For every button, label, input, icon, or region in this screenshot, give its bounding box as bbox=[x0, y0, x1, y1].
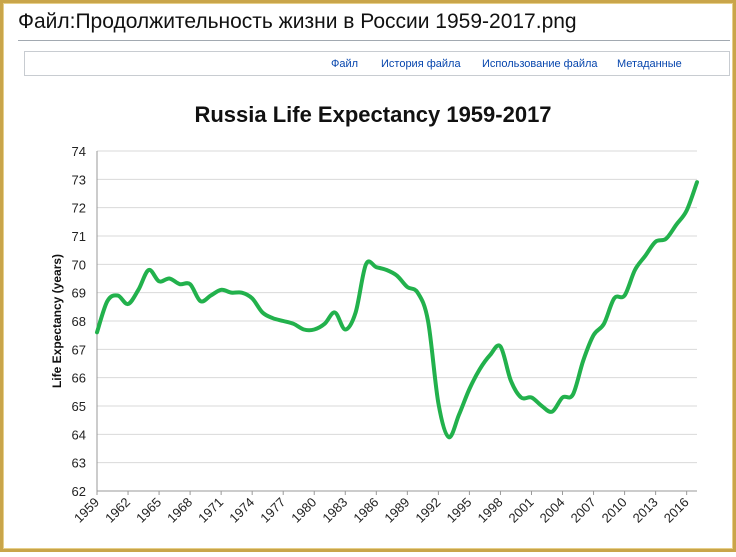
y-tick-label: 68 bbox=[72, 314, 86, 329]
x-tick-label: 2001 bbox=[506, 495, 537, 526]
chart-gridlines bbox=[96, 150, 697, 495]
y-axis-label: Life Expectancy (years) bbox=[50, 254, 64, 388]
y-tick-label: 66 bbox=[72, 371, 86, 386]
x-tick-labels: 1959 1962 1965 1968 1971 1974 1977 1980 1983 1986… bbox=[71, 495, 692, 526]
x-tick-label: 2013 bbox=[630, 495, 661, 526]
tab-file-usage[interactable]: Использование файла bbox=[482, 58, 598, 70]
tab-metadata[interactable]: Метаданные bbox=[617, 58, 682, 70]
page-title: Файл:Продолжительность жизни в России 19… bbox=[18, 10, 577, 33]
y-tick-label: 65 bbox=[72, 399, 86, 414]
x-tick-label: 2007 bbox=[568, 495, 599, 526]
y-tick-label: 71 bbox=[72, 229, 86, 244]
x-tick-label: 1980 bbox=[288, 495, 319, 526]
x-tick-label: 1962 bbox=[102, 495, 133, 526]
x-tick-label: 1983 bbox=[319, 495, 350, 526]
x-tick-label: 1959 bbox=[71, 495, 102, 526]
x-tick-label: 2016 bbox=[661, 495, 692, 526]
x-tick-label: 1989 bbox=[381, 495, 412, 526]
y-tick-labels: 62 63 64 65 66 67 68 69 70 71 72 73 74 bbox=[72, 144, 86, 499]
y-tick-label: 69 bbox=[72, 286, 86, 301]
tab-file-history[interactable]: История файла bbox=[381, 58, 461, 70]
x-tick-label: 1995 bbox=[443, 495, 474, 526]
chart-title: Russia Life Expectancy 1959-2017 bbox=[194, 102, 551, 127]
y-tick-label: 70 bbox=[72, 257, 86, 272]
x-tick-label: 2004 bbox=[537, 495, 568, 526]
file-tabs-bar: Файл История файла Использование файла М… bbox=[24, 51, 730, 76]
x-tick-label: 1965 bbox=[133, 495, 164, 526]
y-tick-label: 73 bbox=[72, 172, 86, 187]
y-tick-label: 72 bbox=[72, 201, 86, 216]
life-expectancy-line bbox=[95, 180, 699, 440]
y-tick-label: 67 bbox=[72, 342, 86, 357]
y-tick-label: 74 bbox=[72, 144, 86, 159]
y-tick-label: 63 bbox=[72, 456, 86, 471]
title-divider bbox=[18, 40, 730, 41]
y-tick-label: 64 bbox=[72, 427, 86, 442]
x-tick-label: 1992 bbox=[412, 495, 443, 526]
tab-file[interactable]: Файл bbox=[331, 58, 359, 70]
x-tick-label: 1971 bbox=[195, 495, 226, 526]
y-tick-label: 62 bbox=[72, 484, 86, 499]
x-tick-label: 1986 bbox=[350, 495, 381, 526]
x-tick-label: 2010 bbox=[599, 495, 630, 526]
chart-series bbox=[95, 180, 699, 440]
x-tick-label: 1974 bbox=[226, 495, 257, 526]
x-tick-label: 1977 bbox=[257, 495, 288, 526]
x-tick-label: 1998 bbox=[475, 495, 506, 526]
x-tick-label: 1968 bbox=[164, 495, 195, 526]
